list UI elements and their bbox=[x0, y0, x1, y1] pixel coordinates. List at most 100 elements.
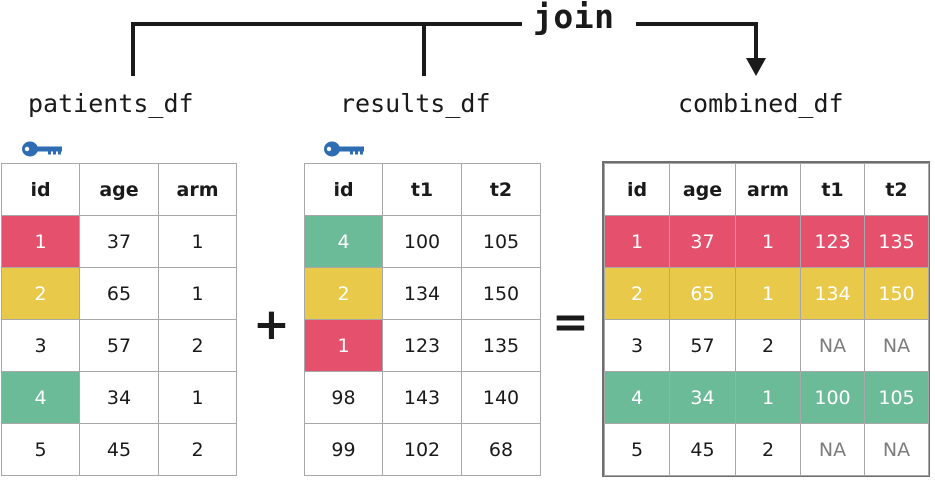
table-cell: 100 bbox=[800, 371, 865, 424]
table-cell: 100 bbox=[382, 215, 462, 268]
table-row: 5 45 2 NA NA bbox=[604, 423, 929, 476]
table-row: 3 57 2 NA NA bbox=[604, 319, 929, 372]
table-cell: 135 bbox=[461, 319, 541, 372]
table-cell: 4 bbox=[304, 215, 383, 268]
table-cell: 102 bbox=[382, 423, 462, 476]
table-cell: 134 bbox=[800, 267, 865, 320]
table-cell: 140 bbox=[461, 371, 541, 424]
connector-line-left bbox=[131, 22, 522, 76]
column-header: id bbox=[604, 163, 670, 216]
table-cell: 34 bbox=[669, 371, 736, 424]
key-icon bbox=[22, 141, 62, 157]
table-cell: 1 bbox=[604, 215, 670, 268]
table-cell: 1 bbox=[735, 215, 801, 268]
table-row: 2 65 1 134 150 bbox=[604, 267, 929, 320]
table-cell: 1 bbox=[158, 267, 237, 320]
table-cell: 2 bbox=[158, 423, 237, 476]
table-cell: 2 bbox=[304, 267, 383, 320]
table-cell-na: NA bbox=[800, 423, 865, 476]
table-cell: 3 bbox=[604, 319, 670, 372]
results-df-table: id t1 t2 4 100 105 2 134 150 1 123 135 bbox=[304, 163, 541, 476]
plus-operator: + bbox=[253, 299, 290, 350]
table-cell: 68 bbox=[461, 423, 541, 476]
table-cell: 5 bbox=[604, 423, 670, 476]
table-cell: 65 bbox=[79, 267, 159, 320]
table-cell-na: NA bbox=[864, 319, 929, 372]
arrow-down-icon bbox=[746, 58, 766, 76]
combined-df-frame: id age arm t1 t2 1 37 1 123 135 2 65 bbox=[602, 161, 930, 477]
table-cell: 5 bbox=[1, 423, 80, 476]
table-row: 1 123 135 bbox=[304, 319, 541, 372]
table-row: 5 45 2 bbox=[1, 423, 237, 476]
table-cell: 65 bbox=[669, 267, 736, 320]
table-cell: 2 bbox=[735, 319, 801, 372]
table-cell: 2 bbox=[735, 423, 801, 476]
table-cell: 1 bbox=[735, 267, 801, 320]
table-row: 3 57 2 bbox=[1, 319, 237, 372]
column-header: arm bbox=[158, 163, 237, 216]
table-cell-na: NA bbox=[800, 319, 865, 372]
results-df-label: results_df bbox=[340, 89, 491, 118]
table-cell: 150 bbox=[461, 267, 541, 320]
combined-df-label: combined_df bbox=[678, 89, 844, 118]
table-header-row: id t1 t2 bbox=[304, 163, 541, 216]
table-cell: 105 bbox=[864, 371, 929, 424]
table-cell: 3 bbox=[1, 319, 80, 372]
table-row: 99 102 68 bbox=[304, 423, 541, 476]
table-cell: 45 bbox=[669, 423, 736, 476]
join-label: join bbox=[533, 0, 615, 36]
table-row: 4 34 1 100 105 bbox=[604, 371, 929, 424]
table-cell: 37 bbox=[669, 215, 736, 268]
table-cell: 150 bbox=[864, 267, 929, 320]
table-cell: 4 bbox=[604, 371, 670, 424]
table-cell: 2 bbox=[1, 267, 80, 320]
table-cell: 57 bbox=[79, 319, 159, 372]
key-icon bbox=[324, 141, 364, 157]
table-cell: 34 bbox=[79, 371, 159, 424]
table-cell: 123 bbox=[800, 215, 865, 268]
table-cell: 143 bbox=[382, 371, 462, 424]
patients-df-table: id age arm 1 37 1 2 65 1 3 57 2 4 bbox=[1, 163, 237, 476]
table-header-row: id age arm bbox=[1, 163, 237, 216]
table-cell: 1 bbox=[735, 371, 801, 424]
equals-operator: = bbox=[552, 297, 589, 348]
table-cell: 2 bbox=[604, 267, 670, 320]
combined-df-table: id age arm t1 t2 1 37 1 123 135 2 65 bbox=[604, 163, 929, 476]
column-header: age bbox=[79, 163, 159, 216]
table-cell: 45 bbox=[79, 423, 159, 476]
table-cell: 1 bbox=[158, 215, 237, 268]
table-cell: 99 bbox=[304, 423, 383, 476]
table-cell: 1 bbox=[158, 371, 237, 424]
table-cell: 105 bbox=[461, 215, 541, 268]
table-row: 1 37 1 bbox=[1, 215, 237, 268]
table-cell: 123 bbox=[382, 319, 462, 372]
column-header: arm bbox=[735, 163, 801, 216]
column-header: id bbox=[1, 163, 80, 216]
column-header: age bbox=[669, 163, 736, 216]
table-cell: 4 bbox=[1, 371, 80, 424]
column-header: id bbox=[304, 163, 383, 216]
table-cell: 1 bbox=[1, 215, 80, 268]
table-row: 4 100 105 bbox=[304, 215, 541, 268]
table-row: 4 34 1 bbox=[1, 371, 237, 424]
table-cell-na: NA bbox=[864, 423, 929, 476]
table-cell: 2 bbox=[158, 319, 237, 372]
table-row: 2 65 1 bbox=[1, 267, 237, 320]
column-header: t1 bbox=[800, 163, 865, 216]
column-header: t2 bbox=[864, 163, 929, 216]
table-row: 1 37 1 123 135 bbox=[604, 215, 929, 268]
table-row: 98 143 140 bbox=[304, 371, 541, 424]
table-cell: 37 bbox=[79, 215, 159, 268]
table-cell: 57 bbox=[669, 319, 736, 372]
table-row: 2 134 150 bbox=[304, 267, 541, 320]
table-cell: 135 bbox=[864, 215, 929, 268]
table-cell: 98 bbox=[304, 371, 383, 424]
column-header: t1 bbox=[382, 163, 462, 216]
column-header: t2 bbox=[461, 163, 541, 216]
table-header-row: id age arm t1 t2 bbox=[604, 163, 929, 216]
connector-line-right bbox=[636, 22, 758, 60]
patients-df-label: patients_df bbox=[28, 89, 194, 118]
table-cell: 1 bbox=[304, 319, 383, 372]
